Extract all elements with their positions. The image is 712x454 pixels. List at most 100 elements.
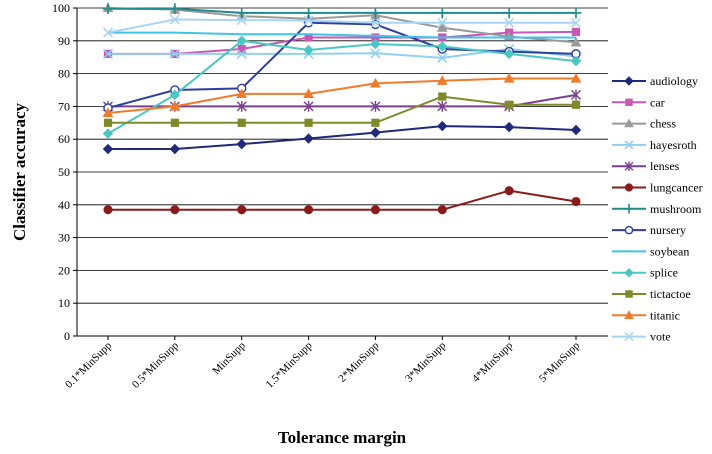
data-point — [236, 48, 247, 59]
data-point — [236, 15, 247, 26]
y-tick-labels: 0 10 20 30 40 50 60 70 80 90 100 — [52, 1, 77, 343]
data-point — [236, 35, 247, 47]
data-point — [571, 89, 581, 101]
data-point — [570, 124, 582, 136]
data-point — [503, 121, 515, 133]
data-point — [303, 101, 314, 112]
data-point — [102, 27, 114, 38]
series-tictactoe — [103, 92, 581, 127]
series-line — [108, 7, 576, 14]
series-splice — [102, 35, 582, 139]
data-point — [437, 41, 448, 52]
data-point — [303, 88, 314, 99]
legend-item: chess — [612, 117, 676, 131]
x-tick-label: 5*MinSupp — [537, 339, 583, 385]
y-tick-label: 70 — [58, 99, 70, 113]
data-point — [370, 19, 381, 30]
legend-marker — [624, 118, 634, 128]
data-point — [436, 7, 448, 19]
series-line — [108, 95, 576, 124]
data-point — [437, 120, 448, 132]
data-point — [571, 196, 581, 207]
data-point — [570, 7, 582, 19]
legend-item: lungcancer — [612, 181, 703, 195]
legend-item: soybean — [612, 244, 689, 258]
legend: audiology car chess hayesroth lenses lungcanc… — [612, 74, 703, 344]
y-tick-label: 50 — [58, 165, 70, 179]
y-tick-label: 100 — [52, 1, 70, 15]
series-line — [108, 189, 577, 211]
legend-label: nursery — [650, 223, 686, 237]
data-point — [571, 27, 581, 37]
data-point — [370, 77, 381, 88]
series-line — [108, 93, 577, 108]
data-point — [303, 44, 314, 56]
legend-marker — [625, 290, 633, 298]
legend-label: hayesroth — [650, 138, 697, 152]
legend-label: vote — [650, 330, 671, 344]
series-line — [107, 7, 577, 44]
x-tick-label: 3*MinSupp — [403, 339, 449, 385]
data-point — [503, 7, 515, 19]
data-point — [504, 186, 514, 196]
legend-marker — [624, 267, 634, 278]
data-point — [437, 52, 448, 63]
data-point — [370, 38, 381, 50]
legend-marker — [624, 204, 634, 214]
y-tick-label: 60 — [58, 132, 70, 146]
y-axis-title: Classifier accuracy — [10, 102, 29, 241]
data-point — [237, 205, 247, 215]
series-line — [107, 18, 576, 34]
series-audiology — [102, 120, 582, 155]
x-axis-title: Tolerance margin — [278, 428, 407, 447]
legend-item: splice — [612, 266, 678, 280]
data-point — [370, 101, 381, 112]
data-point — [370, 7, 381, 19]
data-point — [303, 133, 314, 144]
data-point — [438, 92, 447, 101]
data-point — [370, 48, 381, 59]
legend-marker — [624, 161, 634, 171]
data-point — [304, 205, 314, 215]
legend-label: lenses — [650, 159, 680, 173]
data-point — [503, 72, 515, 83]
legend-marker — [624, 140, 634, 150]
data-point — [103, 205, 113, 215]
legend-label: car — [650, 95, 665, 109]
data-point — [571, 100, 581, 109]
series-line — [108, 31, 576, 39]
legend-marker — [624, 332, 634, 342]
legend-label: audiology — [650, 74, 698, 88]
y-tick-label: 10 — [58, 296, 70, 310]
y-tick-label: 20 — [58, 263, 70, 277]
data-point — [570, 17, 582, 28]
series-line — [108, 125, 577, 150]
data-point — [102, 3, 114, 15]
data-point — [169, 3, 181, 15]
data-point — [304, 118, 313, 127]
data-point — [504, 17, 515, 28]
data-point — [437, 17, 448, 28]
data-point — [370, 127, 381, 138]
series-lungcancer — [103, 186, 581, 215]
data-point — [236, 7, 248, 19]
data-point — [570, 72, 582, 83]
series-line — [107, 77, 576, 114]
y-tick-label: 30 — [58, 231, 70, 245]
series-line — [107, 21, 577, 109]
legend-label: chess — [650, 117, 676, 131]
y-tick-label: 90 — [58, 34, 70, 48]
data-point — [237, 118, 246, 127]
data-point — [371, 118, 380, 127]
legend-item: lenses — [612, 159, 680, 173]
data-point — [169, 14, 180, 25]
y-tick-label: 40 — [58, 198, 70, 212]
legend-label: titanic — [650, 308, 680, 322]
data-point — [570, 36, 582, 47]
series-soybean — [108, 31, 576, 39]
data-point — [102, 48, 114, 59]
data-point — [102, 143, 114, 155]
data-point — [170, 118, 179, 127]
x-tick-label: 0.1*MinSupp — [63, 339, 114, 390]
